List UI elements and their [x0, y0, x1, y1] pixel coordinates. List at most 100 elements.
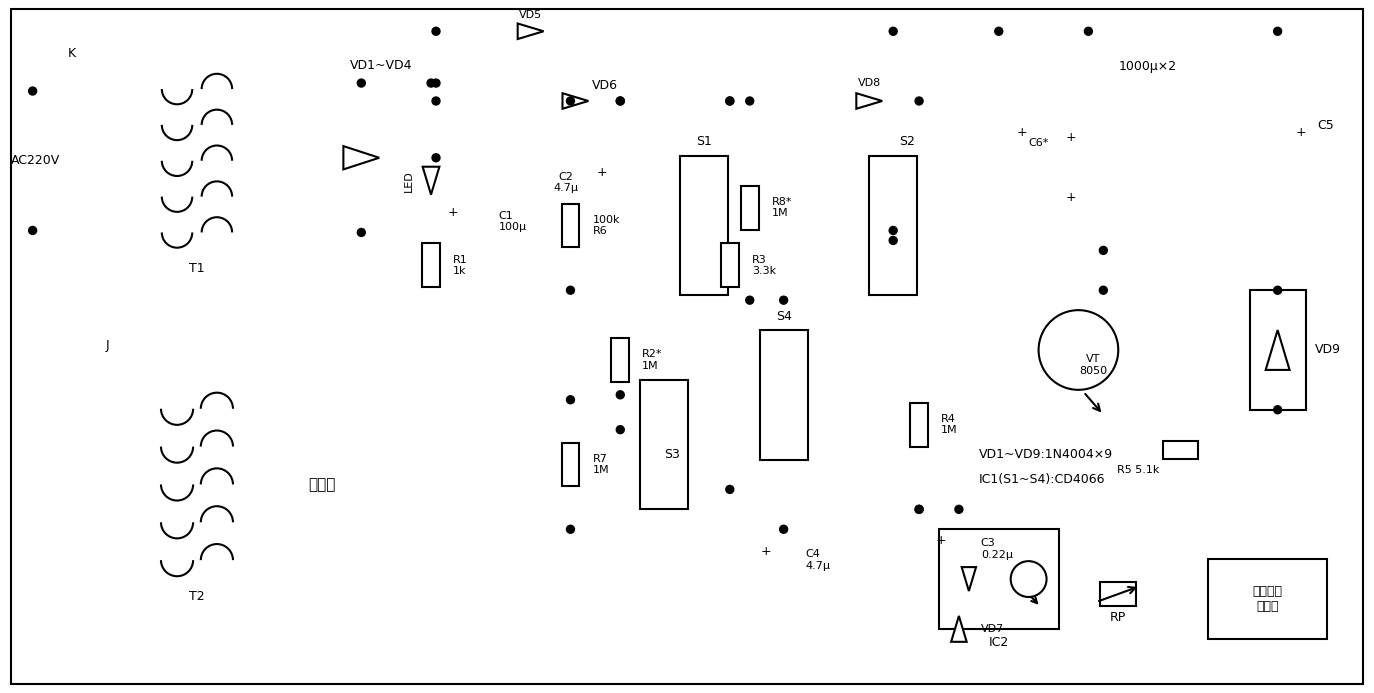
- Text: 1000μ×2: 1000μ×2: [1118, 60, 1176, 73]
- Text: K: K: [67, 46, 76, 60]
- Text: R2*
1M: R2* 1M: [642, 349, 662, 371]
- Circle shape: [725, 97, 734, 105]
- Circle shape: [566, 396, 574, 404]
- Text: C2
4.7μ: C2 4.7μ: [552, 172, 578, 193]
- Circle shape: [431, 97, 440, 105]
- Text: +: +: [1065, 191, 1076, 204]
- Bar: [1208, 559, 1327, 639]
- Bar: [562, 204, 580, 247]
- Text: VD7: VD7: [981, 624, 1004, 634]
- Text: +: +: [598, 166, 607, 179]
- Text: +: +: [1017, 126, 1028, 139]
- Bar: [760, 330, 808, 459]
- Text: LED: LED: [404, 170, 414, 191]
- Circle shape: [29, 87, 37, 95]
- Text: RP: RP: [1110, 611, 1127, 624]
- Bar: [721, 243, 739, 287]
- Circle shape: [889, 27, 897, 35]
- Text: S1: S1: [697, 135, 712, 148]
- Bar: [938, 529, 1058, 629]
- Circle shape: [779, 525, 787, 533]
- Text: +: +: [760, 545, 771, 558]
- Circle shape: [357, 229, 365, 236]
- Text: C3
0.22μ: C3 0.22μ: [981, 538, 1013, 560]
- Bar: [1162, 441, 1198, 459]
- Circle shape: [955, 505, 963, 514]
- Text: C5: C5: [1318, 119, 1334, 132]
- Circle shape: [889, 227, 897, 234]
- Circle shape: [915, 97, 923, 105]
- Circle shape: [431, 27, 440, 35]
- Text: +: +: [448, 206, 459, 219]
- Circle shape: [617, 97, 624, 105]
- Text: 100k
R6: 100k R6: [592, 215, 620, 236]
- Bar: [562, 443, 580, 486]
- Text: S2: S2: [899, 135, 915, 148]
- Text: C4
4.7μ: C4 4.7μ: [805, 550, 830, 571]
- Circle shape: [431, 79, 440, 87]
- Circle shape: [725, 97, 734, 105]
- Text: C1
100μ: C1 100μ: [499, 211, 526, 232]
- Bar: [680, 156, 728, 295]
- Text: 功放音量
电位器: 功放音量 电位器: [1253, 585, 1283, 613]
- Circle shape: [566, 97, 574, 105]
- Polygon shape: [423, 167, 440, 195]
- Polygon shape: [518, 24, 544, 39]
- Text: VD1~VD9:1N4004×9: VD1~VD9:1N4004×9: [978, 448, 1113, 461]
- Circle shape: [617, 391, 624, 398]
- Circle shape: [1274, 27, 1282, 35]
- Text: VD8: VD8: [857, 78, 881, 88]
- Circle shape: [617, 426, 624, 434]
- Text: R7
1M: R7 1M: [592, 454, 609, 475]
- Text: T2: T2: [190, 590, 205, 604]
- Circle shape: [1099, 247, 1107, 254]
- Text: IC2: IC2: [989, 636, 1009, 649]
- Text: VD6: VD6: [592, 78, 618, 91]
- Circle shape: [779, 296, 787, 304]
- Polygon shape: [962, 567, 976, 591]
- Circle shape: [746, 97, 754, 105]
- Circle shape: [566, 286, 574, 295]
- Bar: [741, 186, 758, 230]
- Text: VT
8050: VT 8050: [1080, 354, 1107, 376]
- Circle shape: [427, 79, 436, 87]
- Circle shape: [1039, 310, 1118, 390]
- Circle shape: [1099, 286, 1107, 295]
- Circle shape: [746, 296, 754, 304]
- Circle shape: [889, 236, 897, 245]
- Bar: [870, 156, 916, 295]
- Text: AC220V: AC220V: [11, 155, 60, 167]
- Text: VD5: VD5: [519, 10, 543, 20]
- Circle shape: [431, 154, 440, 161]
- Circle shape: [1011, 561, 1047, 597]
- Circle shape: [995, 27, 1003, 35]
- Bar: [1101, 582, 1136, 606]
- Text: VD1~VD4: VD1~VD4: [350, 59, 412, 71]
- Text: R1
1k: R1 1k: [453, 254, 467, 276]
- Circle shape: [725, 485, 734, 493]
- Polygon shape: [856, 94, 882, 109]
- Text: VD9: VD9: [1315, 344, 1341, 356]
- Text: S4: S4: [776, 310, 791, 323]
- Polygon shape: [344, 146, 379, 169]
- Circle shape: [915, 505, 923, 514]
- Text: +: +: [1296, 126, 1307, 139]
- Text: 去功放: 去功放: [308, 477, 335, 492]
- Text: R4
1M: R4 1M: [941, 414, 958, 435]
- Polygon shape: [1265, 330, 1290, 370]
- Bar: [910, 403, 927, 446]
- Polygon shape: [562, 94, 588, 109]
- Circle shape: [1274, 286, 1282, 295]
- Text: R3
3.3k: R3 3.3k: [752, 254, 776, 276]
- Text: J: J: [106, 338, 109, 351]
- Circle shape: [357, 79, 365, 87]
- Circle shape: [1274, 406, 1282, 414]
- Text: C6*: C6*: [1029, 138, 1048, 148]
- Bar: [1250, 290, 1305, 410]
- Text: R5 5.1k: R5 5.1k: [1117, 464, 1160, 475]
- Text: T1: T1: [190, 262, 205, 275]
- Text: R8*
1M: R8* 1M: [772, 197, 793, 218]
- Text: S3: S3: [664, 448, 680, 461]
- Text: +: +: [936, 534, 947, 547]
- Bar: [611, 338, 629, 382]
